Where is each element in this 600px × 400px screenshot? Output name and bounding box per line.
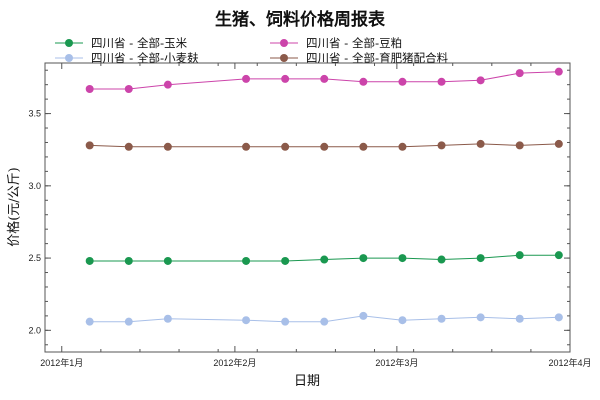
data-point-series-2 [124, 317, 133, 326]
data-point-series-1 [554, 67, 563, 76]
x-tick-label: 2012年2月 [213, 357, 256, 368]
data-point-series-1 [163, 80, 172, 89]
data-point-series-1 [515, 69, 524, 78]
data-point-series-3 [359, 142, 368, 151]
data-point-series-3 [515, 141, 524, 150]
data-point-series-3 [554, 139, 563, 148]
data-point-series-0 [437, 255, 446, 264]
legend-marker-3 [280, 54, 288, 62]
data-point-series-3 [85, 141, 94, 150]
legend-label-2: 四川省 - 全部-小麦麸 [91, 51, 199, 65]
series-line-2 [89, 315, 559, 323]
data-point-series-2 [359, 311, 368, 320]
data-point-series-2 [476, 313, 485, 322]
data-point-series-2 [85, 317, 94, 326]
data-point-series-1 [359, 77, 368, 86]
data-point-series-1 [85, 85, 94, 94]
chart-title: 生猪、饲料价格周报表 [215, 9, 386, 30]
data-point-series-3 [437, 141, 446, 150]
legend-label-3: 四川省 - 全部-育肥猪配合料 [306, 51, 449, 65]
plot-area [44, 62, 571, 353]
data-point-series-0 [85, 256, 94, 265]
data-point-series-1 [281, 74, 290, 83]
data-point-series-3 [163, 142, 172, 151]
data-point-series-3 [281, 142, 290, 151]
data-point-series-2 [554, 313, 563, 322]
data-point-series-2 [437, 314, 446, 323]
data-point-series-1 [476, 76, 485, 85]
y-tick-label: 3.5 [28, 109, 41, 119]
data-point-series-0 [554, 251, 563, 260]
data-point-series-0 [320, 255, 329, 264]
legend-label-0: 四川省 - 全部-玉米 [91, 36, 188, 50]
data-point-series-0 [242, 256, 251, 265]
data-point-series-1 [320, 74, 329, 83]
legend-marker-0 [65, 39, 73, 47]
legend-label-1: 四川省 - 全部-豆粕 [306, 36, 402, 50]
data-point-series-3 [124, 142, 133, 151]
data-point-series-2 [242, 316, 251, 325]
data-point-series-0 [281, 256, 290, 265]
data-point-series-2 [281, 317, 290, 326]
y-tick-label: 3.0 [28, 181, 41, 191]
data-point-series-3 [242, 142, 251, 151]
y-tick-label: 2.5 [28, 253, 41, 263]
data-point-series-1 [437, 77, 446, 86]
legend-marker-1 [280, 39, 288, 47]
x-axis-label: 日期 [294, 374, 320, 389]
x-tick-label: 2012年3月 [375, 357, 418, 368]
data-point-series-0 [398, 254, 407, 263]
series-line-0 [89, 254, 559, 262]
data-point-series-2 [320, 317, 329, 326]
data-point-series-2 [163, 314, 172, 323]
data-point-series-0 [124, 256, 133, 265]
x-tick-label: 2012年1月 [40, 357, 83, 368]
data-point-series-2 [515, 314, 524, 323]
legend-marker-2 [65, 54, 73, 62]
x-tick-label: 2012年4月 [548, 357, 591, 368]
data-point-series-3 [476, 139, 485, 148]
data-point-series-1 [124, 85, 133, 94]
data-point-series-1 [398, 77, 407, 86]
data-point-series-0 [163, 256, 172, 265]
data-point-series-0 [359, 254, 368, 263]
data-point-series-3 [320, 142, 329, 151]
data-point-series-0 [515, 251, 524, 260]
series-line-3 [89, 143, 559, 148]
y-axis-label: 价格(元/公斤) [6, 167, 22, 247]
data-point-series-1 [242, 74, 251, 83]
data-point-series-2 [398, 316, 407, 325]
series-line-1 [89, 71, 559, 90]
data-point-series-0 [476, 254, 485, 263]
y-tick-label: 2.0 [28, 325, 41, 335]
data-point-series-3 [398, 142, 407, 151]
